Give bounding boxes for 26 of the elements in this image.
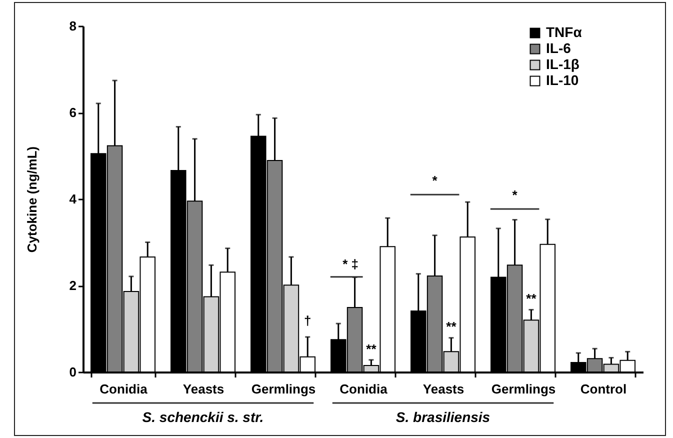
legend-label: TNFα xyxy=(546,24,582,40)
y-tick-label: 0 xyxy=(69,364,76,380)
y-tick-label: 4 xyxy=(69,192,78,206)
annotation: ** xyxy=(526,290,538,306)
x-tick-label: Germlings xyxy=(491,382,556,396)
x-tick-label: Germlings xyxy=(251,382,316,396)
y-tick-label: 6 xyxy=(69,105,76,120)
text: S. brasiliensis xyxy=(396,409,490,425)
annotation: ** xyxy=(366,341,378,356)
y-tick-label: 8 xyxy=(69,18,76,34)
annotation: † xyxy=(304,312,312,328)
y-axis-title: Cytokine (ng/mL) xyxy=(24,146,40,253)
annotation: ** xyxy=(446,318,458,334)
annotation: * ‡ xyxy=(342,256,359,272)
legend-label: IL-1β xyxy=(546,56,580,72)
x-tick-label: Conidia xyxy=(100,382,148,396)
y-tick-label: 2 xyxy=(69,278,76,293)
annotation: * xyxy=(512,187,518,202)
legend-label: IL-10 xyxy=(546,72,579,88)
x-tick-label: Yeasts xyxy=(422,382,464,396)
legend-label: IL-6 xyxy=(546,40,572,56)
annotation: * xyxy=(432,173,438,188)
text: S. schenckii s. str. xyxy=(142,409,264,425)
x-tick-label: Control xyxy=(580,382,627,396)
x-tick-label: Yeasts xyxy=(182,382,224,396)
x-tick-label: Conidia xyxy=(340,382,388,396)
